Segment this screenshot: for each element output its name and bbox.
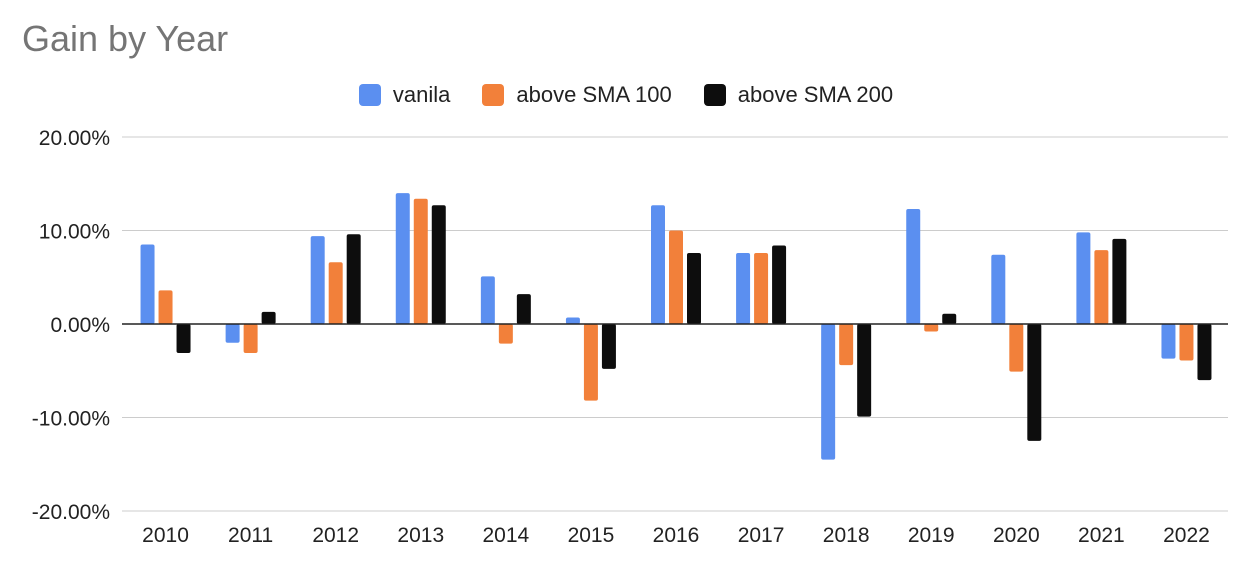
- bar: [1112, 238, 1127, 324]
- legend-label: vanila: [392, 82, 451, 107]
- bar: [140, 244, 155, 324]
- bar: [243, 324, 258, 353]
- legend-swatch: [703, 84, 726, 106]
- x-tick-label: 2020: [993, 524, 1040, 547]
- bar: [1179, 324, 1194, 361]
- bar: [1161, 324, 1176, 359]
- bar: [1076, 232, 1091, 324]
- bar: [225, 324, 240, 343]
- bar: [906, 208, 921, 324]
- legend: vanila above SMA 100 above SMA 200: [0, 78, 1252, 112]
- x-tick-label: 2012: [312, 524, 359, 547]
- legend-item: above SMA 200: [703, 82, 894, 108]
- bar: [857, 324, 872, 417]
- bar: [261, 311, 276, 324]
- x-tick-label: 2018: [823, 524, 870, 547]
- y-tick-label: 10.00%: [39, 221, 110, 244]
- bar: [565, 317, 580, 324]
- y-tick-label: -20.00%: [32, 501, 110, 524]
- bar: [176, 324, 191, 353]
- bar: [1197, 324, 1212, 381]
- x-tick-label: 2011: [228, 524, 273, 547]
- x-tick-label: 2017: [738, 524, 785, 547]
- bar: [395, 193, 410, 324]
- chart-title: Gain by Year: [22, 18, 229, 59]
- x-tick-label: 2021: [1078, 524, 1125, 547]
- y-tick-label: 0.00%: [50, 314, 110, 337]
- bar: [1027, 324, 1042, 441]
- bar: [687, 252, 701, 324]
- x-tick-label: 2015: [568, 524, 615, 547]
- x-tick-label: 2022: [1163, 524, 1210, 547]
- bar: [346, 234, 361, 324]
- legend-label: above SMA 100: [516, 82, 672, 107]
- bar: [158, 290, 173, 324]
- bar: [583, 324, 598, 401]
- x-tick-label: 2014: [482, 524, 529, 547]
- legend-item: above SMA 100: [482, 82, 672, 108]
- bar: [821, 324, 836, 460]
- bar: [480, 276, 495, 324]
- legend-swatch: [358, 84, 381, 106]
- bar: [310, 236, 325, 324]
- bar: [942, 313, 957, 324]
- x-tick-label: 2013: [397, 524, 444, 547]
- x-tick-label: 2016: [653, 524, 700, 547]
- bar: [328, 262, 343, 324]
- bar: [839, 324, 854, 366]
- bar: [413, 198, 428, 324]
- bar: [1009, 324, 1024, 372]
- legend-swatch: [482, 84, 505, 106]
- bar: [991, 254, 1006, 324]
- bar: [736, 252, 751, 324]
- bar: [601, 324, 616, 369]
- bar: [772, 245, 787, 324]
- y-tick-label: -10.00%: [32, 408, 110, 431]
- bar: [1094, 250, 1109, 324]
- legend-label: above SMA 200: [737, 82, 894, 107]
- bar: [498, 324, 513, 344]
- x-tick-label: 2010: [142, 524, 189, 547]
- bar: [754, 252, 769, 324]
- y-tick-label: 20.00%: [39, 127, 110, 150]
- bar: [924, 324, 939, 332]
- bar: [651, 205, 665, 324]
- legend-item: vanila: [358, 82, 451, 108]
- bar: [431, 205, 446, 324]
- bar: [516, 294, 531, 324]
- bar: [669, 230, 683, 324]
- x-tick-label: 2019: [908, 524, 955, 547]
